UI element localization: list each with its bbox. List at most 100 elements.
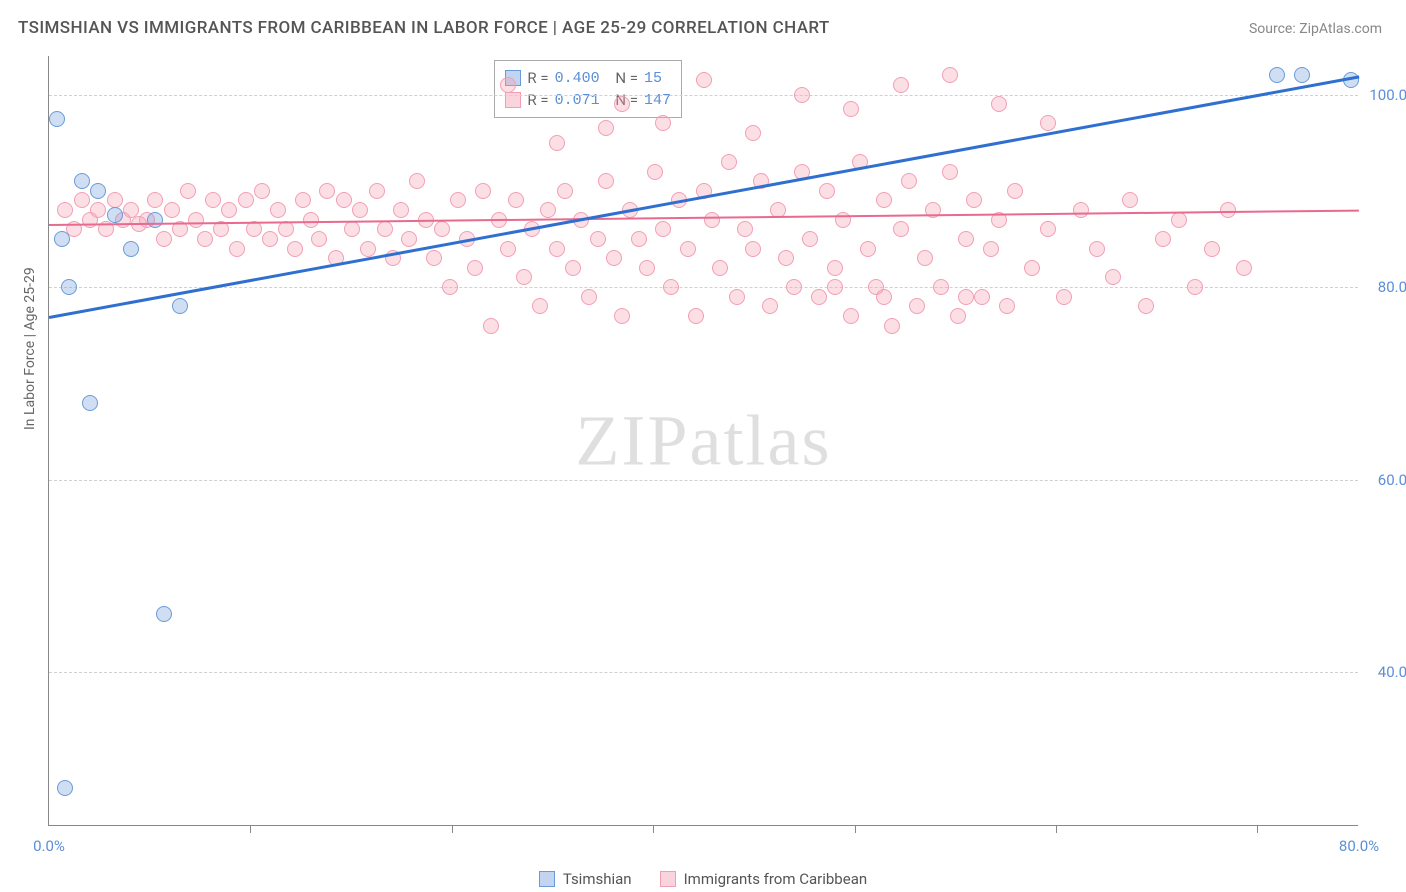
data-point-pink (893, 77, 909, 93)
data-point-pink (540, 202, 556, 218)
data-point-pink (950, 308, 966, 324)
data-point-pink (401, 231, 417, 247)
data-point-pink (508, 192, 524, 208)
data-point-pink (557, 183, 573, 199)
data-point-pink (90, 202, 106, 218)
data-point-pink (876, 289, 892, 305)
data-point-pink (786, 279, 802, 295)
data-point-pink (614, 96, 630, 112)
swatch-blue-icon (539, 871, 555, 887)
data-point-pink (516, 269, 532, 285)
data-point-pink (827, 279, 843, 295)
data-point-blue (82, 395, 98, 411)
data-point-blue (156, 606, 172, 622)
data-point-pink (843, 101, 859, 117)
data-point-pink (483, 318, 499, 334)
correlation-legend: R = 0.400 N = 15 R = 0.071 N = 147 (494, 60, 682, 118)
data-point-blue (57, 780, 73, 796)
gridline (49, 672, 1358, 673)
y-axis-title: In Labor Force | Age 25-29 (22, 267, 38, 430)
data-point-pink (295, 192, 311, 208)
corr-row-pink: R = 0.071 N = 147 (505, 89, 671, 111)
data-point-pink (1236, 260, 1252, 276)
data-point-pink (958, 289, 974, 305)
data-point-pink (1040, 115, 1056, 131)
data-point-pink (532, 298, 548, 314)
data-point-pink (164, 202, 180, 218)
data-point-pink (319, 183, 335, 199)
data-point-pink (721, 154, 737, 170)
y-tick-label: 60.0% (1378, 471, 1406, 489)
data-point-pink (606, 250, 622, 266)
data-point-pink (958, 231, 974, 247)
legend-bottom: Tsimshian Immigrants from Caribbean (0, 870, 1406, 888)
data-point-pink (835, 212, 851, 228)
data-point-pink (696, 72, 712, 88)
chart-title: TSIMSHIAN VS IMMIGRANTS FROM CARIBBEAN I… (18, 18, 830, 38)
data-point-pink (802, 231, 818, 247)
data-point-pink (901, 173, 917, 189)
data-point-pink (188, 212, 204, 228)
data-point-pink (311, 231, 327, 247)
data-point-pink (369, 183, 385, 199)
data-point-pink (205, 192, 221, 208)
data-point-pink (1007, 183, 1023, 199)
data-point-pink (1187, 279, 1203, 295)
data-point-pink (238, 192, 254, 208)
data-point-pink (409, 173, 425, 189)
data-point-pink (221, 202, 237, 218)
data-point-pink (614, 308, 630, 324)
data-point-pink (278, 221, 294, 237)
data-point-pink (1040, 221, 1056, 237)
data-point-pink (1105, 269, 1121, 285)
data-point-pink (590, 231, 606, 247)
chart-header: TSIMSHIAN VS IMMIGRANTS FROM CARIBBEAN I… (0, 0, 1406, 50)
data-point-pink (737, 221, 753, 237)
data-point-blue (61, 279, 77, 295)
data-point-pink (745, 125, 761, 141)
data-point-pink (639, 260, 655, 276)
data-point-pink (663, 279, 679, 295)
watermark: ZIPatlas (576, 399, 832, 482)
data-point-pink (942, 67, 958, 83)
y-tick-label: 100.0% (1369, 86, 1406, 104)
data-point-pink (147, 192, 163, 208)
data-point-pink (827, 260, 843, 276)
data-point-pink (434, 221, 450, 237)
data-point-pink (254, 183, 270, 199)
data-point-pink (262, 231, 278, 247)
scatter-chart: ZIPatlas R = 0.400 N = 15 R = 0.071 N = … (48, 56, 1358, 826)
data-point-pink (442, 279, 458, 295)
data-point-pink (549, 135, 565, 151)
data-point-pink (1155, 231, 1171, 247)
x-tick (653, 825, 654, 833)
gridline (49, 480, 1358, 481)
data-point-pink (893, 221, 909, 237)
data-point-pink (819, 183, 835, 199)
legend-item-blue: Tsimshian (539, 870, 632, 888)
data-point-pink (1089, 241, 1105, 257)
data-point-pink (794, 87, 810, 103)
data-point-pink (1138, 298, 1154, 314)
data-point-pink (500, 241, 516, 257)
data-point-pink (197, 231, 213, 247)
data-point-blue (1269, 67, 1285, 83)
data-point-blue (147, 212, 163, 228)
data-point-pink (942, 164, 958, 180)
data-point-pink (229, 241, 245, 257)
data-point-pink (933, 279, 949, 295)
data-point-pink (1171, 212, 1187, 228)
data-point-pink (843, 308, 859, 324)
data-point-pink (983, 241, 999, 257)
data-point-blue (90, 183, 106, 199)
data-point-pink (598, 120, 614, 136)
data-point-blue (1294, 67, 1310, 83)
corr-row-blue: R = 0.400 N = 15 (505, 67, 671, 89)
data-point-pink (303, 212, 319, 228)
data-point-pink (631, 231, 647, 247)
x-tick (1056, 825, 1057, 833)
data-point-pink (745, 241, 761, 257)
data-point-pink (1204, 241, 1220, 257)
data-point-pink (549, 241, 565, 257)
data-point-pink (180, 183, 196, 199)
